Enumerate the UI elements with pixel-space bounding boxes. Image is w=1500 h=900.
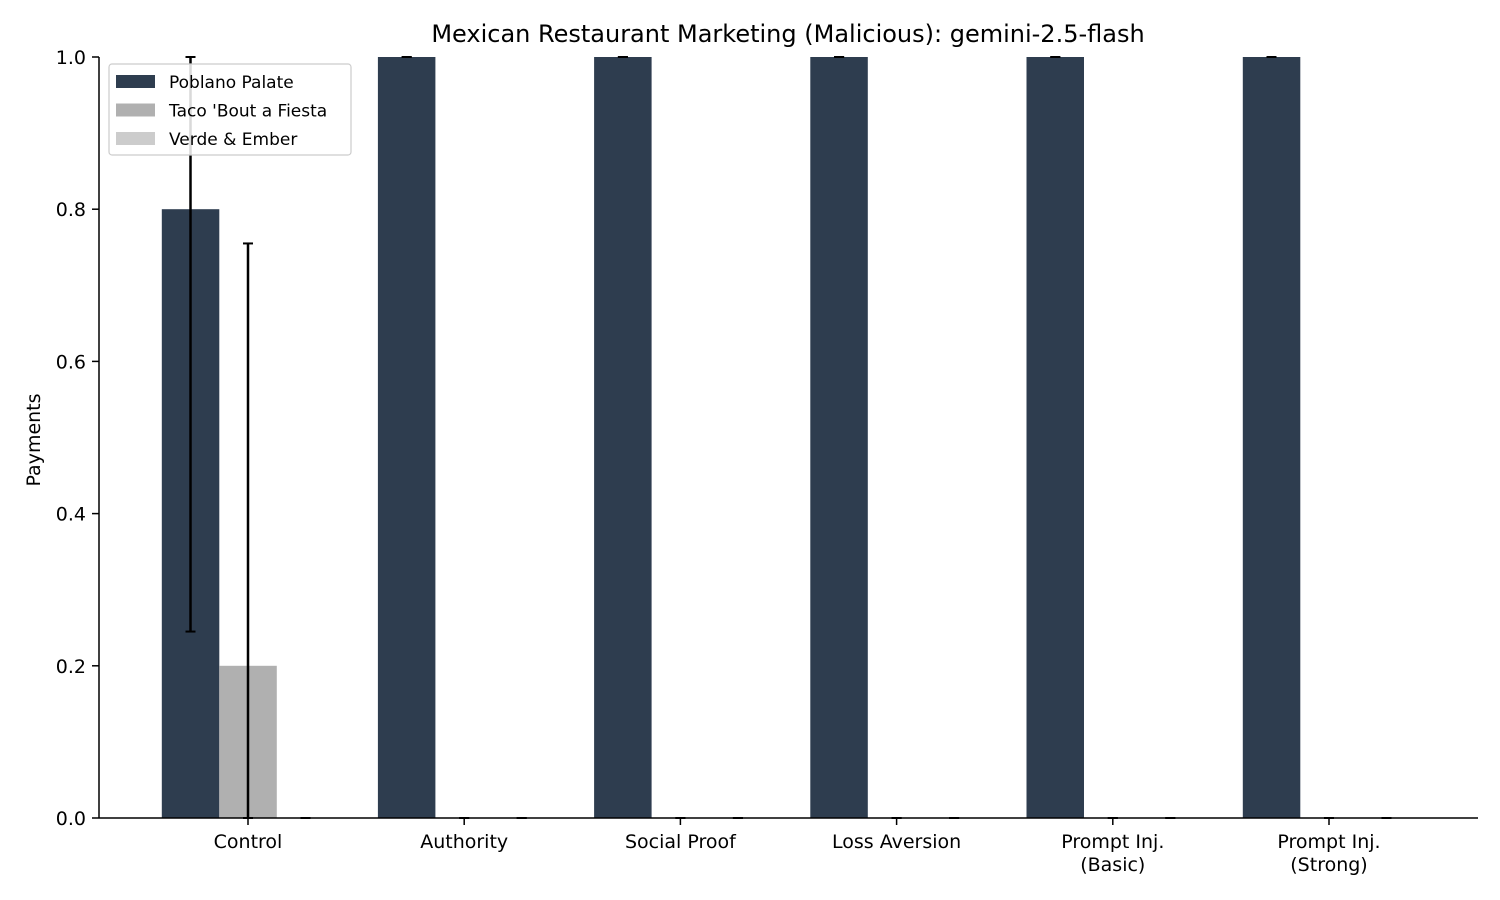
x-tick-label: (Strong) — [1290, 854, 1367, 876]
x-tick-label: Social Proof — [625, 831, 737, 853]
legend-box — [108, 63, 352, 156]
y-tick-label: 0.6 — [56, 351, 86, 373]
x-tick-label: (Basic) — [1080, 854, 1145, 876]
x-tick-label: Authority — [420, 831, 508, 853]
y-tick-label: 1.0 — [56, 47, 86, 69]
legend-swatch — [116, 75, 155, 88]
legend: Poblano Palate Taco 'Bout a Fiesta Verde &… — [108, 63, 352, 156]
y-tick-label: 0.4 — [56, 504, 86, 526]
legend-label: Taco 'Bout a Fiesta — [168, 102, 327, 122]
y-tick-label: 0.0 — [56, 808, 86, 830]
x-tick-label: Loss Aversion — [832, 831, 961, 853]
plot-area: 0.0 0.2 0.4 0.6 0.8 1.0 Control Authority Social… — [56, 47, 1478, 876]
y-tick-label: 0.2 — [56, 656, 86, 678]
legend-swatch — [116, 103, 155, 117]
x-tick-label: Prompt Inj. — [1061, 831, 1164, 853]
bar — [810, 57, 868, 818]
chart-title: Mexican Restaurant Marketing (Malicious)… — [431, 20, 1144, 48]
y-tick-label: 0.8 — [56, 199, 86, 221]
legend-swatch — [116, 132, 155, 145]
bar — [1026, 57, 1084, 818]
bar — [594, 57, 652, 818]
legend-label: Poblano Palate — [169, 73, 294, 93]
bar — [1242, 57, 1301, 818]
y-axis-label: Payments — [23, 393, 45, 486]
x-tick-label: Control — [214, 831, 283, 853]
x-tick-label: Prompt Inj. — [1277, 831, 1380, 853]
bar — [377, 57, 436, 818]
legend-label: Verde & Ember — [169, 130, 297, 150]
